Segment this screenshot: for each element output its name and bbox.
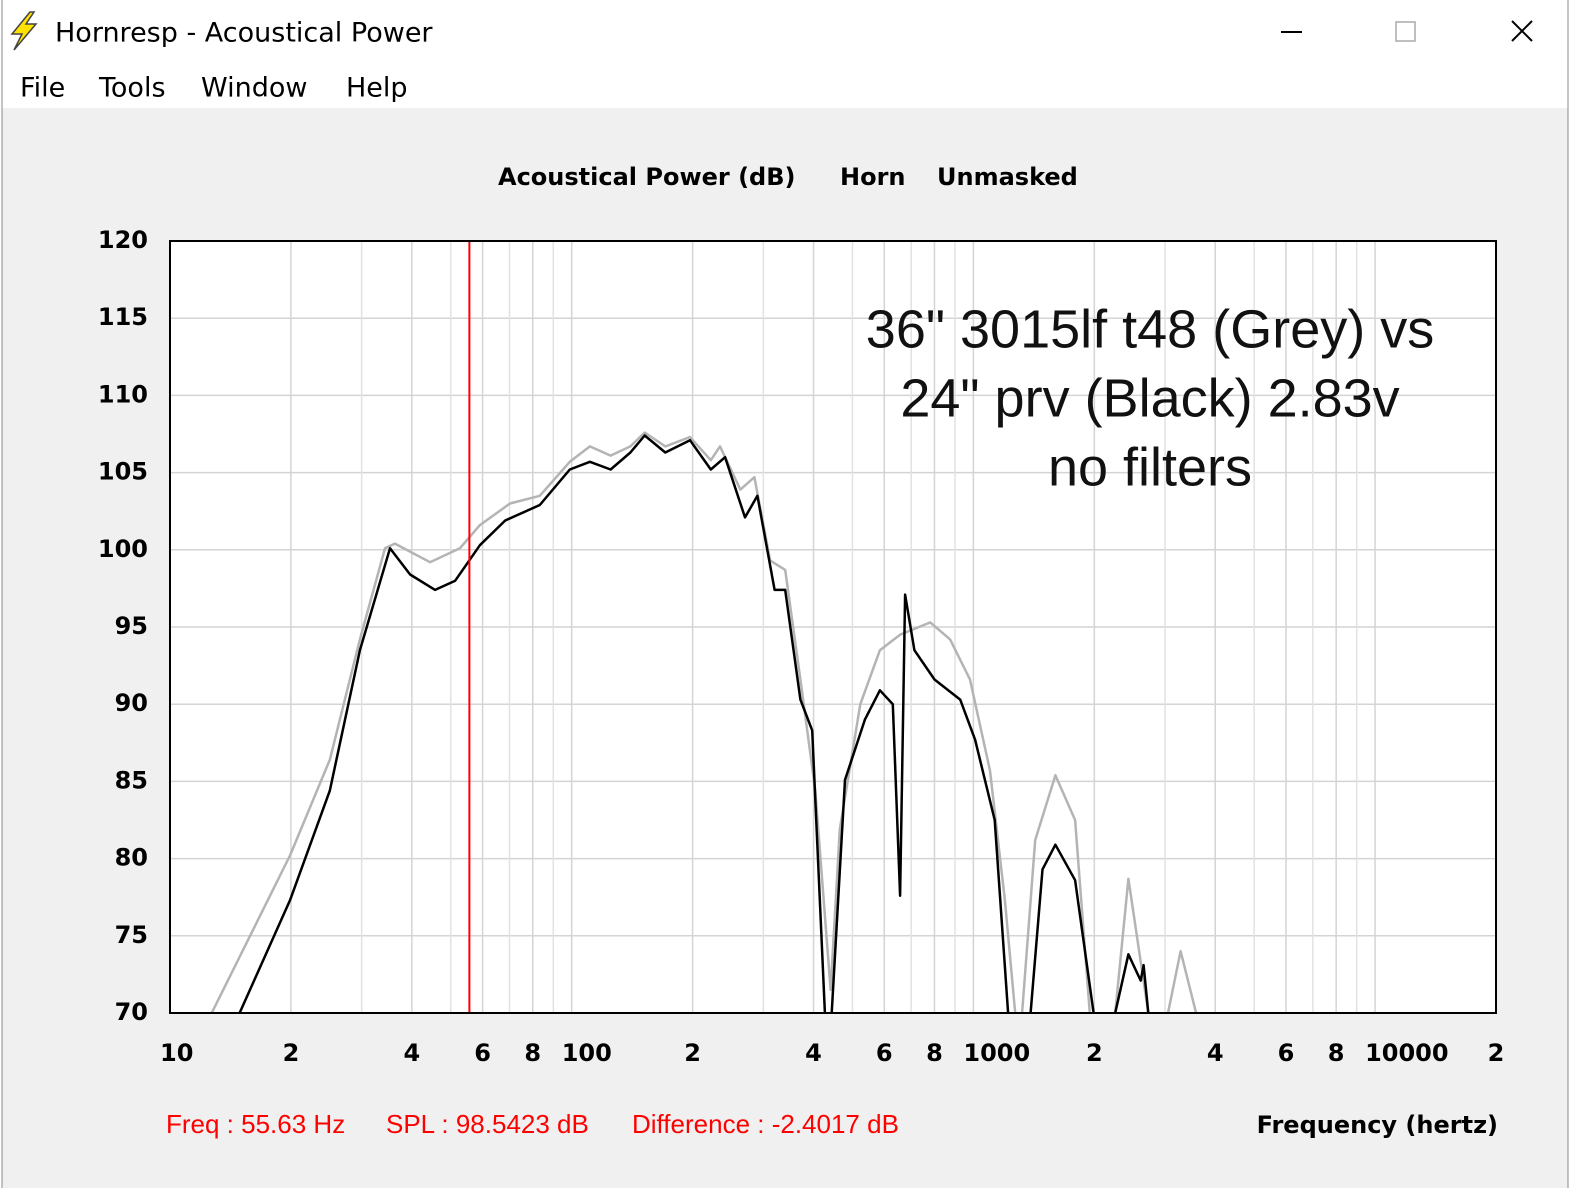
x-tick-label: 8 bbox=[1328, 1039, 1345, 1067]
x-tick-label: 2 bbox=[1488, 1039, 1505, 1067]
plot-border bbox=[169, 240, 1497, 1014]
y-tick-label: 105 bbox=[98, 458, 148, 486]
y-tick-label: 120 bbox=[98, 226, 148, 254]
maximize-button[interactable] bbox=[1395, 21, 1416, 42]
menu-item[interactable]: Tools bbox=[98, 73, 166, 104]
x-tick-label: 4 bbox=[403, 1039, 420, 1067]
x-tick-label: 8 bbox=[524, 1039, 541, 1067]
menu-item[interactable]: Window bbox=[201, 73, 307, 104]
app-icon bbox=[10, 11, 38, 51]
x-tick-label: 1000 bbox=[963, 1039, 1030, 1067]
y-tick-label: 80 bbox=[115, 844, 148, 872]
y-tick-label: 95 bbox=[115, 612, 148, 640]
y-tick-label: 70 bbox=[115, 998, 148, 1026]
x-tick-label: 10 bbox=[160, 1039, 193, 1067]
status-text: SPL : 98.5423 dB bbox=[386, 1109, 589, 1139]
x-tick-label: 6 bbox=[876, 1039, 893, 1067]
y-tick-label: 85 bbox=[115, 766, 148, 794]
y-tick-label: 110 bbox=[98, 380, 148, 408]
y-tick-label: 90 bbox=[115, 689, 148, 717]
series-line bbox=[210, 431, 1198, 1013]
x-tick-label: 10000 bbox=[1365, 1039, 1449, 1067]
x-tick-label: 6 bbox=[474, 1039, 491, 1067]
close-button[interactable] bbox=[1511, 20, 1533, 42]
menu-item[interactable]: Help bbox=[346, 73, 408, 104]
x-axis-label: Frequency (hertz) bbox=[1257, 1111, 1498, 1139]
chart: Acoustical Power (dB) Horn Unmasked 70 75 80 8… bbox=[98, 163, 1504, 1139]
title-bar bbox=[0, 0, 1573, 108]
annotation: 36" 3015lf t48 (Grey) vs bbox=[866, 299, 1434, 359]
annotation: 24" prv (Black) 2.83v bbox=[900, 368, 1399, 428]
x-tick-label: 2 bbox=[283, 1039, 300, 1067]
x-tick-label: 2 bbox=[684, 1039, 701, 1067]
x-tick-label: 100 bbox=[562, 1039, 612, 1067]
status-text: Difference : -2.4017 dB bbox=[632, 1109, 899, 1139]
x-tick-label: 4 bbox=[1207, 1039, 1224, 1067]
y-tick-label: 100 bbox=[98, 535, 148, 563]
y-tick-label: 115 bbox=[98, 303, 148, 331]
chart-title: Unmasked bbox=[937, 163, 1078, 191]
x-tick-label: 8 bbox=[926, 1039, 943, 1067]
annotation: no filters bbox=[1048, 437, 1252, 497]
chart-title: Acoustical Power (dB) bbox=[498, 163, 796, 191]
x-tick-label: 4 bbox=[805, 1039, 822, 1067]
series-line bbox=[238, 434, 1150, 1013]
chart-title: Horn bbox=[840, 163, 906, 191]
status-text: Freq : 55.63 Hz bbox=[166, 1109, 345, 1139]
menu-item[interactable]: File bbox=[20, 73, 65, 104]
x-tick-label: 6 bbox=[1278, 1039, 1295, 1067]
x-tick-label: 2 bbox=[1086, 1039, 1103, 1067]
window-title: Hornresp - Acoustical Power bbox=[55, 18, 433, 49]
y-tick-label: 75 bbox=[115, 921, 148, 949]
